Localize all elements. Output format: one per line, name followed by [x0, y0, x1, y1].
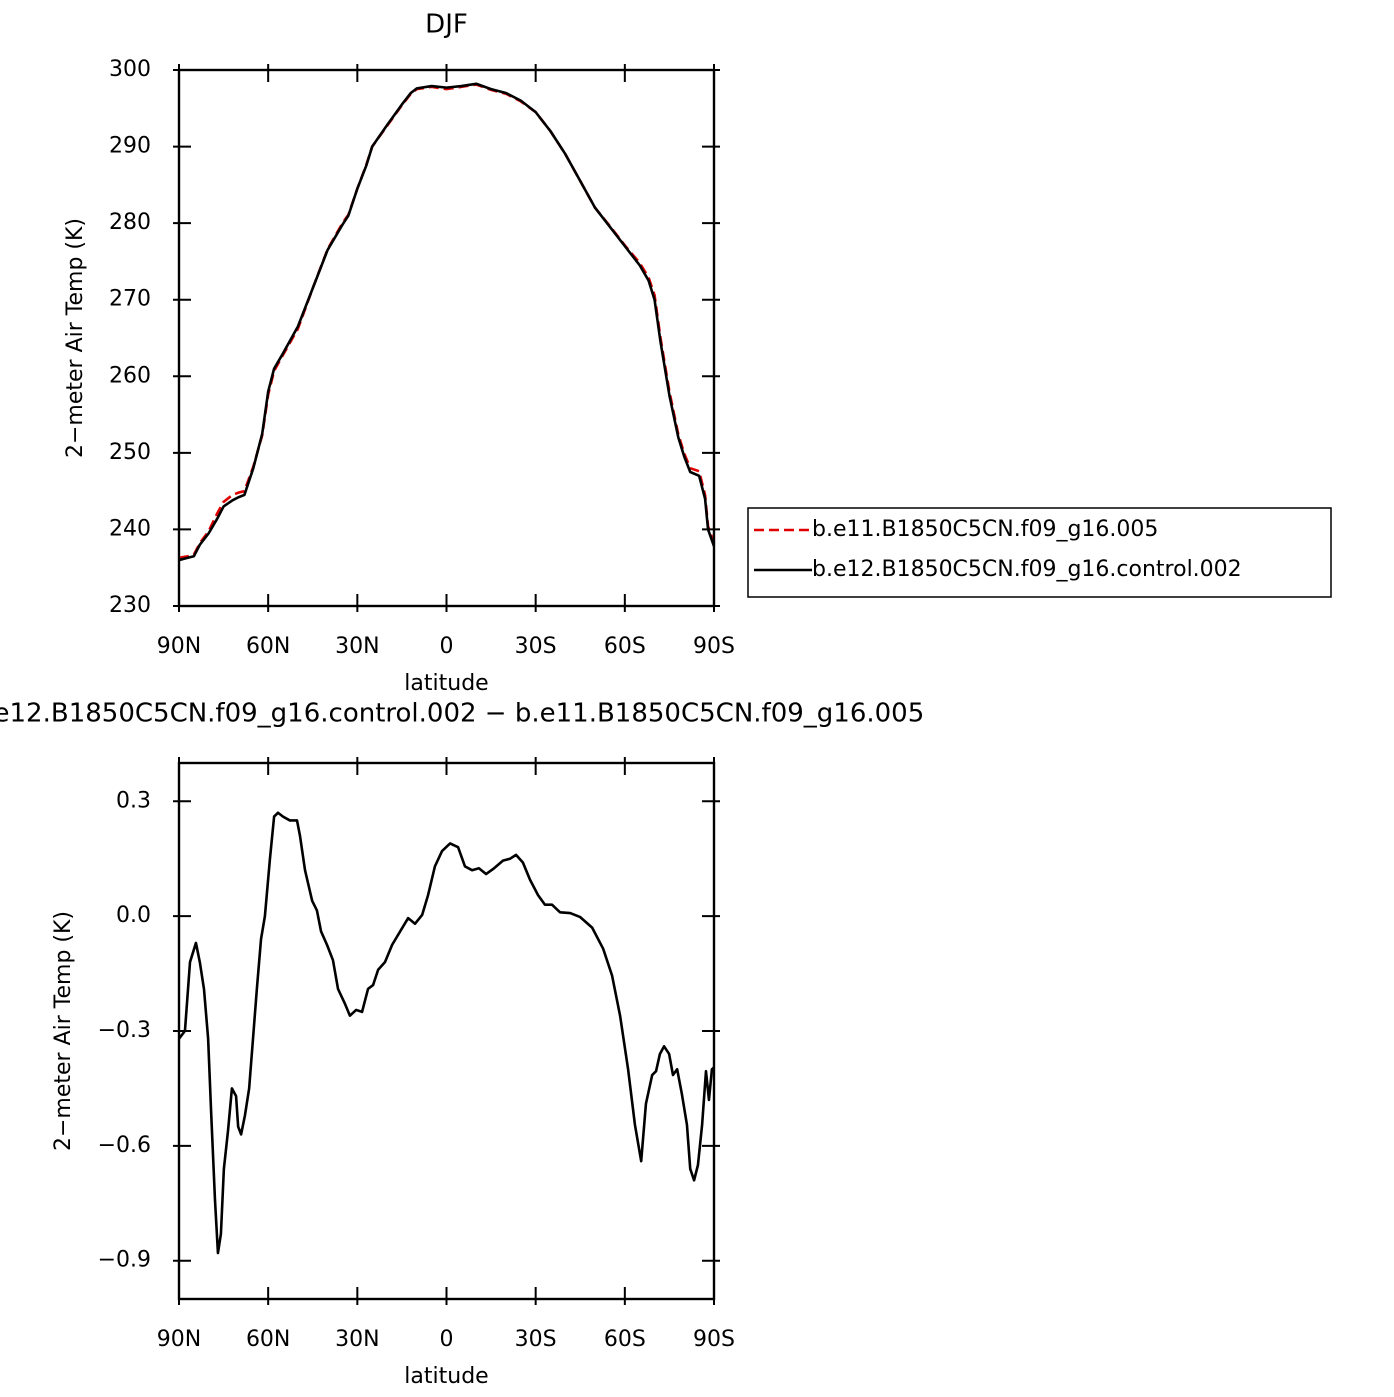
chart-title: b.e12.B1850C5CN.f09_g16.control.002 − b.…	[0, 699, 924, 729]
x-tick-label: 90S	[693, 634, 735, 659]
y-tick-label: 300	[109, 57, 151, 82]
y-tick-label: 270	[109, 287, 151, 312]
legend-label: b.e12.B1850C5CN.f09_g16.control.002	[812, 557, 1242, 582]
x-tick-label: 30N	[335, 634, 379, 659]
data-line	[178, 83, 716, 560]
y-axis-label: 2−meter Air Temp (K)	[63, 218, 88, 458]
x-tick-label: 0	[440, 1327, 454, 1352]
y-tick-label: 250	[109, 440, 151, 465]
x-tick-label: 30S	[515, 1327, 557, 1352]
x-tick-label: 30S	[515, 634, 557, 659]
y-tick-label: 230	[109, 593, 151, 618]
x-axis-label: latitude	[404, 1364, 488, 1389]
x-tick-label: 30N	[335, 1327, 379, 1352]
x-tick-label: 90N	[157, 634, 201, 659]
x-tick-label: 60S	[604, 1327, 646, 1352]
plot-frame	[177, 761, 716, 1301]
x-axis-label: latitude	[404, 671, 488, 696]
x-tick-label: 60S	[604, 634, 646, 659]
y-tick-label: −0.3	[98, 1018, 151, 1043]
y-tick-label: 0.3	[116, 788, 151, 813]
x-tick-label: 90N	[157, 1327, 201, 1352]
data-line	[178, 82, 716, 562]
plot-frame	[177, 68, 716, 608]
y-tick-label: −0.9	[98, 1248, 151, 1273]
y-tick-label: 260	[109, 363, 151, 388]
y-tick-label: 280	[109, 210, 151, 235]
legend-label: b.e11.B1850C5CN.f09_g16.005	[812, 517, 1158, 542]
y-tick-label: 240	[109, 516, 151, 541]
x-tick-label: 60N	[246, 634, 290, 659]
legend-box	[747, 507, 1332, 598]
x-tick-label: 90S	[693, 1327, 735, 1352]
x-tick-label: 60N	[246, 1327, 290, 1352]
x-tick-label: 0	[440, 634, 454, 659]
y-tick-label: −0.6	[98, 1133, 151, 1158]
chart-title: DJF	[425, 10, 468, 40]
y-axis-label: 2−meter Air Temp (K)	[51, 911, 76, 1151]
data-line	[177, 811, 715, 1255]
y-tick-label: 290	[109, 134, 151, 159]
y-tick-label: 0.0	[116, 903, 151, 928]
